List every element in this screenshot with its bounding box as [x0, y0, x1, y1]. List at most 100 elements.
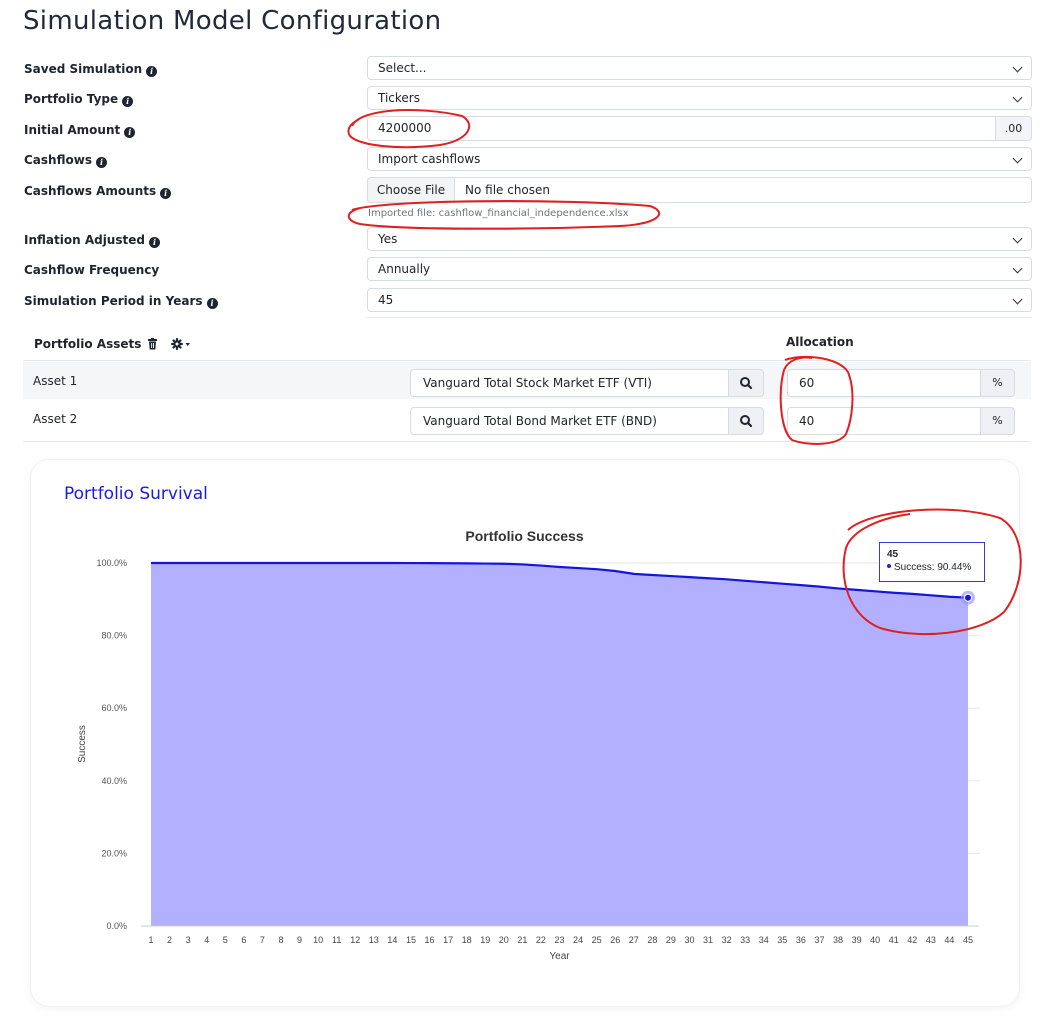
chart-tooltip: 45 Success: 90.44%: [879, 542, 985, 582]
y-tick-label: 60.0%: [101, 703, 127, 713]
inflation-adjusted-select[interactable]: Yes: [367, 227, 1032, 251]
cashflow-frequency-label: Cashflow Frequency: [24, 263, 160, 277]
cashflows-label-text: Cashflows: [24, 153, 92, 167]
percent-addon: %: [980, 369, 1015, 397]
x-tick-label: 32: [722, 935, 732, 945]
x-tick-label: 28: [647, 935, 657, 945]
x-tick-label: 29: [666, 935, 676, 945]
info-icon[interactable]: i: [160, 188, 172, 199]
x-tick-label: 37: [814, 935, 824, 945]
file-status-text: No file chosen: [465, 183, 551, 197]
x-tick-label: 1: [148, 935, 153, 945]
asset-row-label: Asset 2: [33, 412, 78, 426]
info-icon[interactable]: i: [95, 157, 107, 168]
cashflow-frequency-select[interactable]: Annually: [367, 257, 1032, 281]
choose-file-button[interactable]: Choose File: [368, 178, 455, 202]
simulation-period-value: 45: [378, 293, 394, 307]
cashflows-select[interactable]: Import cashflows: [367, 147, 1032, 171]
x-tick-label: 38: [833, 935, 843, 945]
simulation-period-label-text: Simulation Period in Years: [24, 294, 203, 308]
portfolio-type-select[interactable]: Tickers: [367, 86, 1032, 110]
trash-icon[interactable]: [147, 338, 158, 350]
tooltip-year: 45: [887, 549, 899, 560]
info-icon[interactable]: i: [148, 237, 160, 248]
inflation-adjusted-label-text: Inflation Adjusted: [24, 233, 145, 247]
asset-row-label: Asset 1: [33, 374, 78, 388]
inflation-adjusted-value: Yes: [378, 232, 398, 246]
y-axis-label: Success: [77, 725, 88, 763]
x-tick-label: 14: [387, 935, 397, 945]
x-tick-label: 8: [278, 935, 283, 945]
x-tick-label: 13: [369, 935, 379, 945]
x-tick-label: 22: [536, 935, 546, 945]
initial-amount-label-text: Initial Amount: [24, 123, 121, 137]
simulation-period-label: Simulation Period in Years i: [24, 294, 218, 309]
x-tick-label: 9: [297, 935, 302, 945]
success-line: [151, 561, 969, 599]
info-icon[interactable]: i: [124, 127, 136, 138]
portfolio-assets-header: Portfolio Assets: [34, 337, 141, 351]
x-tick-label: 2: [167, 935, 172, 945]
ticker-search-button[interactable]: [728, 369, 764, 397]
gear-icon[interactable]: [171, 337, 193, 351]
x-tick-label: 10: [313, 935, 323, 945]
initial-amount-label: Initial Amount i: [24, 123, 136, 138]
x-tick-label: 44: [944, 935, 954, 945]
y-tick-label: 20.0%: [101, 848, 127, 858]
x-tick-label: 31: [703, 935, 713, 945]
x-tick-label: 40: [870, 935, 880, 945]
x-tick-label: 35: [777, 935, 787, 945]
allocation-header: Allocation: [786, 335, 854, 349]
x-tick-label: 4: [204, 935, 209, 945]
cashflow-frequency-value: Annually: [378, 262, 431, 276]
info-icon[interactable]: i: [206, 298, 218, 309]
x-tick-label: 41: [889, 935, 899, 945]
x-tick-label: 34: [759, 935, 769, 945]
portfolio-assets-title: Portfolio Assets: [34, 337, 142, 351]
ticker-input[interactable]: Vanguard Total Stock Market ETF (VTI): [410, 369, 729, 397]
saved-simulation-select[interactable]: Select...: [367, 56, 1032, 80]
x-tick-label: 12: [350, 935, 360, 945]
assets-bottom-divider: [23, 441, 1031, 442]
tooltip-value: Success: 90.44%: [887, 561, 977, 574]
y-tick-label: 40.0%: [101, 776, 127, 786]
page-title: Simulation Model Configuration: [23, 6, 442, 36]
info-icon[interactable]: i: [122, 96, 134, 107]
x-tick-label: 43: [926, 935, 936, 945]
cashflows-amounts-label-text: Cashflows Amounts: [24, 184, 157, 198]
x-tick-label: 15: [406, 935, 416, 945]
cashflows-file-input[interactable]: Choose File No file chosen: [367, 177, 1032, 203]
portfolio-type-label: Portfolio Type i: [24, 92, 134, 107]
assets-divider: [23, 360, 1031, 361]
series-dot-icon: [887, 564, 891, 568]
y-tick-label: 80.0%: [101, 631, 127, 641]
cashflows-amounts-label: Cashflows Amounts i: [24, 184, 172, 199]
x-tick-label: 3: [186, 935, 191, 945]
highlight-point: [964, 593, 972, 602]
x-tick-label: 11: [332, 935, 341, 945]
x-tick-label: 39: [852, 935, 862, 945]
form-divider: [367, 317, 1032, 318]
initial-amount-suffix: .00: [995, 116, 1032, 141]
saved-simulation-value: Select...: [378, 61, 427, 75]
x-tick-label: 16: [425, 935, 435, 945]
simulation-period-select[interactable]: 45: [367, 288, 1032, 312]
x-tick-label: 45: [963, 935, 973, 945]
info-icon[interactable]: i: [146, 66, 158, 77]
cashflows-value: Import cashflows: [378, 152, 481, 166]
x-tick-label: 19: [480, 935, 490, 945]
ticker-search-button[interactable]: [728, 407, 764, 435]
x-tick-label: 23: [554, 935, 564, 945]
x-tick-label: 21: [517, 935, 527, 945]
x-axis-label: Year: [549, 951, 570, 962]
y-tick-label: 0.0%: [106, 921, 127, 931]
cashflows-label: Cashflows i: [24, 153, 107, 168]
x-tick-label: 36: [796, 935, 806, 945]
tooltip-text: Success: 90.44%: [894, 562, 972, 573]
x-tick-label: 26: [610, 935, 620, 945]
saved-simulation-label: Saved Simulation i: [24, 62, 158, 77]
search-icon: [740, 415, 753, 428]
portfolio-type-label-text: Portfolio Type: [24, 92, 119, 106]
ticker-input[interactable]: Vanguard Total Bond Market ETF (BND): [410, 407, 729, 435]
inflation-adjusted-label: Inflation Adjusted i: [24, 233, 160, 248]
